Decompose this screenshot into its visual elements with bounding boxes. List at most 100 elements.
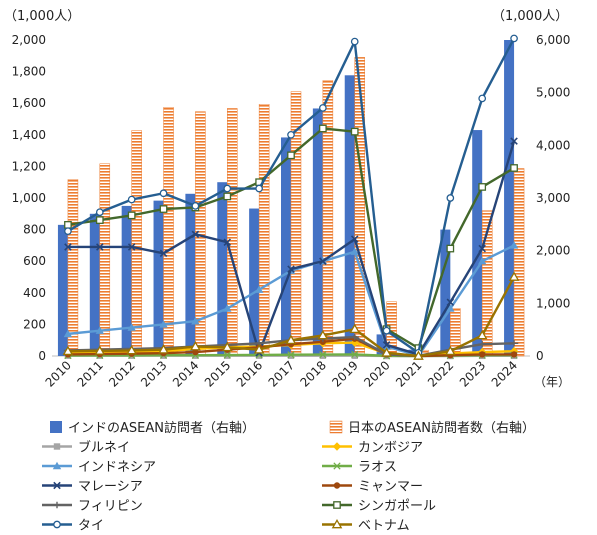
data-point: [478, 257, 487, 265]
data-point: [509, 340, 519, 347]
legend-label: 日本のASEAN訪問者数（右軸）: [348, 420, 535, 436]
x-tick-label: 2022: [425, 358, 456, 389]
bar: [376, 334, 387, 356]
data-point: [254, 285, 264, 293]
bar: [217, 182, 228, 356]
bar: [57, 224, 68, 356]
data-point: [127, 195, 136, 204]
left-tick-label: 2,000: [12, 33, 46, 47]
left-tick-label: 0: [38, 349, 46, 363]
data-point: [127, 211, 136, 220]
data-point: [381, 347, 392, 357]
data-point: [221, 341, 233, 352]
bar: [440, 229, 451, 356]
x-axis-unit-label: （年）: [534, 375, 570, 389]
bar: [513, 168, 525, 357]
left-tick-label: 1,400: [12, 128, 46, 142]
data-point: [510, 351, 518, 358]
bar: [322, 80, 334, 357]
legend-marker: [332, 442, 342, 451]
bar: [354, 57, 365, 357]
legend-marker: [52, 501, 62, 509]
right-tick-label: 5,000: [536, 86, 570, 100]
left-tick-label: 1,600: [12, 96, 46, 110]
legend-label: カンボジア: [358, 441, 423, 456]
data-point: [63, 329, 73, 338]
right-tick-label: 0: [536, 349, 544, 363]
data-point: [223, 351, 231, 359]
legend-marker: [331, 518, 343, 529]
data-point: [95, 326, 104, 334]
data-point: [508, 271, 520, 281]
data-point: [445, 345, 456, 356]
bar: [67, 179, 79, 357]
left-tick-label: 800: [23, 223, 46, 237]
legend-label: フィリピン: [78, 499, 143, 514]
data-point: [350, 333, 359, 341]
legend-marker: [333, 482, 341, 489]
data-point: [350, 235, 359, 243]
data-point: [319, 350, 327, 359]
legend-label: インドのASEAN訪問者（右軸）: [68, 420, 255, 436]
legend-label: マレーシア: [78, 480, 143, 495]
bar: [344, 75, 355, 356]
legend-label: ミャンマー: [358, 480, 423, 495]
bar: [99, 163, 111, 357]
bar: [131, 130, 142, 357]
data-point: [476, 329, 488, 340]
data-point: [95, 208, 104, 217]
bar: [258, 104, 270, 357]
legend: インドのASEAN訪問者（右軸） 日本のASEAN訪問者数（右軸） ブルネイ カンボジ…: [42, 420, 535, 534]
data-point: [446, 304, 455, 312]
data-point: [287, 351, 295, 359]
left-tick-label: 600: [23, 254, 46, 268]
legend-marker: [53, 443, 61, 450]
right-tick-label: 1,000: [536, 296, 570, 310]
data-point: [159, 249, 168, 258]
line-series: [62, 34, 520, 361]
data-point: [62, 345, 74, 356]
data-point: [96, 243, 104, 251]
x-tick-label: 2011: [74, 358, 105, 389]
right-axis-unit-label: （1,000人）: [492, 9, 568, 24]
data-point: [382, 326, 391, 335]
data-point: [64, 227, 72, 236]
x-tick-label: 2020: [361, 358, 392, 389]
x-tick-label: 2016: [234, 358, 265, 389]
bar: [185, 193, 196, 356]
data-point: [126, 344, 137, 355]
bar: [227, 108, 238, 357]
right-tick-label: 2,000: [536, 244, 570, 258]
data-point: [255, 184, 263, 193]
left-axis-unit-label: （1,000人）: [4, 9, 80, 24]
left-tick-label: 200: [23, 317, 46, 331]
bar: [153, 200, 164, 356]
x-tick-label: 2018: [297, 358, 328, 389]
legend-label: ベトナム: [358, 519, 410, 534]
legend-label: インドネシア: [78, 460, 156, 475]
data-point: [319, 124, 327, 133]
data-point: [159, 189, 168, 198]
bar: [249, 208, 260, 356]
data-point: [159, 320, 168, 328]
left-tick-label: 1,000: [12, 191, 46, 205]
data-point: [319, 257, 327, 265]
legend-marker: [53, 481, 61, 490]
data-point: [478, 183, 487, 191]
bar: [472, 130, 483, 356]
data-point: [287, 151, 295, 160]
x-tick-label: 2012: [106, 358, 137, 389]
left-tick-label: 1,200: [12, 159, 46, 173]
x-tick-label: 2015: [202, 358, 233, 389]
bar-series: [57, 40, 525, 357]
data-point: [192, 348, 199, 356]
data-point: [64, 221, 72, 229]
right-tick-label: 4,000: [536, 138, 570, 152]
data-point: [446, 194, 455, 202]
legend-marker: [52, 461, 62, 470]
data-point: [191, 202, 200, 210]
data-point: [223, 192, 232, 201]
data-point: [350, 37, 359, 46]
right-tick-label: 6,000: [536, 33, 570, 47]
